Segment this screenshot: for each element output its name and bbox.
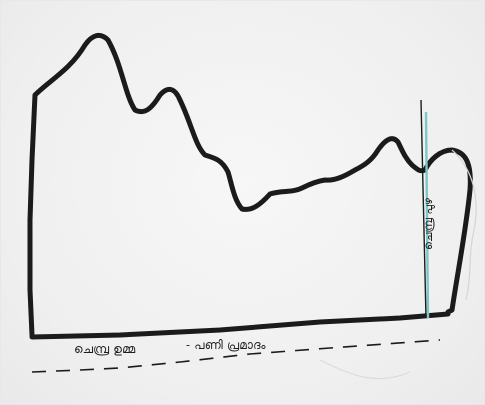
vertical-marker-line-2	[424, 111, 430, 319]
vertical-marker-line	[420, 99, 427, 319]
faint-right-contour	[451, 149, 477, 301]
faint-bottom-contour	[319, 359, 411, 380]
terrain-outline	[27, 32, 473, 338]
baseline	[29, 311, 451, 340]
caption-right: - പണി പ്രമാദം	[186, 338, 266, 352]
vertical-note: ചെമ്പ്ര പുഴ	[422, 198, 435, 250]
caption-left: ചെമ്പ്ര ഉമ്മ	[74, 342, 136, 356]
dashed-underline	[31, 339, 441, 373]
